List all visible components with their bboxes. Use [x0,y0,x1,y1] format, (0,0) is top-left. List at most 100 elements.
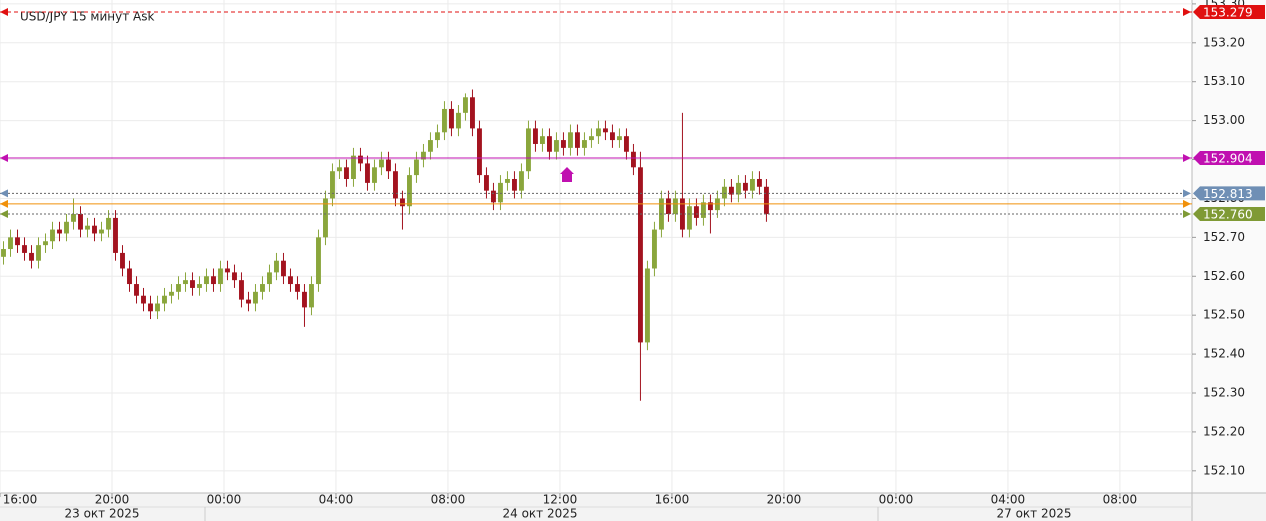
candle-body [190,280,195,288]
candle-body [575,132,580,148]
candle-body [728,186,734,195]
candle-body [148,303,153,312]
candle-body [71,214,76,222]
candle-body [393,171,398,199]
candle-body [8,237,13,250]
candle-body [651,229,657,269]
candle-body [106,217,111,230]
candle-body [127,268,132,285]
candle-body [644,268,650,343]
y-tick-label: 152.50 [1203,308,1245,322]
candle-body [50,229,55,242]
candle-body [36,245,41,261]
y-tick-label: 152.60 [1203,269,1245,283]
x-tick-label: 08:00 [431,493,466,507]
candle-body [589,136,594,141]
candle-body [253,291,258,304]
candle-body [358,155,363,164]
date-label: 23 окт 2025 [64,507,139,521]
candle-body [463,97,468,113]
candle-body [344,167,349,179]
candle-body [155,303,160,312]
candle-body [700,202,706,218]
candle-body [421,151,426,160]
x-tick-label: 04:00 [319,493,354,507]
candle-body [498,182,503,203]
candle-body [763,186,769,215]
candle-body [78,214,83,230]
candle-body [456,112,461,129]
candle-body [22,245,27,253]
candle-body [554,140,559,152]
candle-body [260,284,265,292]
price-axis-bg [1192,0,1266,493]
candle-body [721,186,727,199]
y-tick-label: 153.00 [1203,113,1245,127]
candle-body [309,284,314,308]
candle-body [568,132,573,148]
candle-body [141,295,146,304]
candle-body [679,198,685,230]
candle-body [602,128,608,133]
candle-body [707,202,713,211]
date-label: 27 окт 2025 [996,507,1071,521]
candle-body [582,140,587,148]
candle-body [372,167,377,183]
y-tick-label: 152.10 [1203,463,1245,477]
candle-body [616,136,622,141]
x-tick-label: 04:00 [991,493,1026,507]
candle-body [169,291,174,296]
candle-body [596,128,601,137]
candle-body [267,272,272,285]
candle-body [197,284,202,288]
y-tick-label: 153.10 [1203,74,1245,88]
candle-body [630,151,636,168]
candle-body [211,276,216,285]
candle-body [239,280,244,300]
x-tick-label: 00:00 [207,493,242,507]
signal-arrow [560,167,574,182]
candle-body [64,221,69,234]
candle-body [162,295,167,304]
level-tag [1193,207,1265,222]
candle-body [204,276,209,285]
x-tick-label: 08:00 [1103,493,1138,507]
candle-body [281,260,286,277]
candle-body [183,280,188,285]
candle-body [232,272,237,281]
x-tick-label: 16:00 [3,493,38,507]
candle-body [547,136,552,152]
candle-body [120,252,125,269]
candle-body [449,108,454,129]
candle-body [519,171,524,191]
candle-body [85,225,90,230]
candle-body [218,268,223,285]
candle-body [693,206,699,218]
candle-body [742,182,748,191]
candle-body [400,198,405,207]
y-tick-label: 152.20 [1203,424,1245,438]
candle-body [92,225,97,234]
x-tick-label: 20:00 [767,493,802,507]
level-label: 153.279 [1203,6,1253,20]
x-tick-label: 00:00 [879,493,914,507]
candle-body [379,159,384,168]
candle-body [43,241,48,246]
candle-body [623,136,629,152]
candle-body [442,108,447,133]
candle-body [672,198,678,215]
candle-body [176,284,181,292]
candle-body [407,175,412,207]
candle-body [665,198,671,215]
candle-body [323,198,328,238]
candle-body [386,159,391,172]
candle-body [470,97,475,129]
candle-body [365,163,370,183]
candle-body [609,132,615,141]
candle-body [99,229,104,234]
candle-body [512,178,517,191]
level-label: 152.904 [1203,151,1253,165]
level-label: 152.760 [1203,208,1253,222]
candle-body [246,299,251,304]
